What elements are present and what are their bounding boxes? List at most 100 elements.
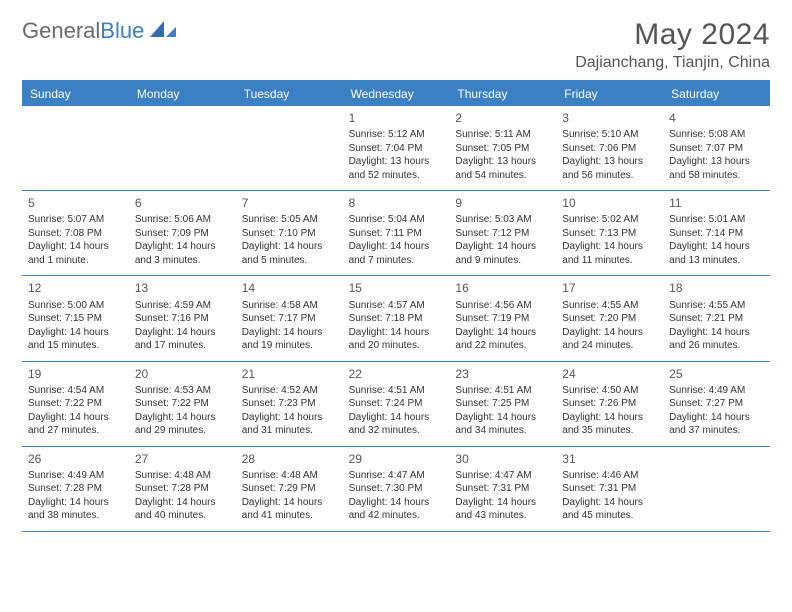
day-cell: 27Sunrise: 4:48 AMSunset: 7:28 PMDayligh… bbox=[129, 447, 236, 531]
day-number: 28 bbox=[242, 451, 337, 467]
daylight-text: Daylight: 13 hours bbox=[349, 155, 444, 169]
day-cell: 19 Sunrise: 4:54 AMSunset: 7:22 PMDayligh… bbox=[22, 362, 129, 446]
sunrise-text: Sunrise: 5:05 AM bbox=[242, 213, 337, 227]
daylight-text: and 38 minutes. bbox=[28, 509, 123, 523]
daylight-text: Daylight: 14 hours bbox=[28, 496, 123, 510]
brand-name-a: General bbox=[22, 18, 100, 43]
day-number: 13 bbox=[135, 280, 230, 296]
daylight-text: Daylight: 14 hours bbox=[349, 326, 444, 340]
daylight-text: Daylight: 14 hours bbox=[242, 326, 337, 340]
sunrise-text: Sunrise: 4:50 AM bbox=[562, 384, 657, 398]
day-number: 23 bbox=[455, 366, 550, 382]
sunset-text: Sunset: 7:09 PM bbox=[135, 227, 230, 241]
day-number: 19 bbox=[28, 366, 123, 382]
daylight-text: and 19 minutes. bbox=[242, 339, 337, 353]
daylight-text: and 7 minutes. bbox=[349, 254, 444, 268]
day-cell: 15Sunrise: 4:57 AMSunset: 7:18 PMDayligh… bbox=[343, 276, 450, 360]
sunrise-text: Sunrise: 4:53 AM bbox=[135, 384, 230, 398]
sunset-text: Sunset: 7:23 PM bbox=[242, 397, 337, 411]
day-cell: 3Sunrise: 5:10 AMSunset: 7:06 PMDaylight… bbox=[556, 106, 663, 190]
daylight-text: and 58 minutes. bbox=[669, 169, 764, 183]
daylight-text: Daylight: 14 hours bbox=[349, 496, 444, 510]
sunrise-text: Sunrise: 5:12 AM bbox=[349, 128, 444, 142]
sunset-text: Sunset: 7:21 PM bbox=[669, 312, 764, 326]
day-cell: 13Sunrise: 4:59 AMSunset: 7:16 PMDayligh… bbox=[129, 276, 236, 360]
weekday-header: Thursday bbox=[449, 82, 556, 106]
day-cell: 20Sunrise: 4:53 AMSunset: 7:22 PMDayligh… bbox=[129, 362, 236, 446]
sunset-text: Sunset: 7:31 PM bbox=[455, 482, 550, 496]
weekday-header: Tuesday bbox=[236, 82, 343, 106]
daylight-text: and 26 minutes. bbox=[669, 339, 764, 353]
daylight-text: Daylight: 14 hours bbox=[349, 411, 444, 425]
day-number: 17 bbox=[562, 280, 657, 296]
sunrise-text: Sunrise: 4:48 AM bbox=[242, 469, 337, 483]
calendar: Sunday Monday Tuesday Wednesday Thursday… bbox=[22, 80, 770, 532]
calendar-week: 5Sunrise: 5:07 AMSunset: 7:08 PMDaylight… bbox=[22, 191, 770, 276]
sunset-text: Sunset: 7:16 PM bbox=[135, 312, 230, 326]
daylight-text: and 37 minutes. bbox=[669, 424, 764, 438]
brand-name-b: Blue bbox=[100, 18, 144, 43]
sunrise-text: Sunrise: 5:00 AM bbox=[28, 299, 123, 313]
sunrise-text: Sunrise: 4:55 AM bbox=[562, 299, 657, 313]
daylight-text: Daylight: 14 hours bbox=[135, 326, 230, 340]
daylight-text: Daylight: 14 hours bbox=[135, 496, 230, 510]
day-cell: 5Sunrise: 5:07 AMSunset: 7:08 PMDaylight… bbox=[22, 191, 129, 275]
day-number: 30 bbox=[455, 451, 550, 467]
calendar-week: 1Sunrise: 5:12 AMSunset: 7:04 PMDaylight… bbox=[22, 106, 770, 191]
sunrise-text: Sunrise: 5:06 AM bbox=[135, 213, 230, 227]
day-cell: 12Sunrise: 5:00 AMSunset: 7:15 PMDayligh… bbox=[22, 276, 129, 360]
day-cell: 10Sunrise: 5:02 AMSunset: 7:13 PMDayligh… bbox=[556, 191, 663, 275]
day-cell: 16Sunrise: 4:56 AMSunset: 7:19 PMDayligh… bbox=[449, 276, 556, 360]
sunrise-text: Sunrise: 5:03 AM bbox=[455, 213, 550, 227]
day-number: 7 bbox=[242, 195, 337, 211]
sunset-text: Sunset: 7:22 PM bbox=[28, 397, 123, 411]
sunset-text: Sunset: 7:08 PM bbox=[28, 227, 123, 241]
day-cell: 2Sunrise: 5:11 AMSunset: 7:05 PMDaylight… bbox=[449, 106, 556, 190]
sunrise-text: Sunrise: 4:54 AM bbox=[28, 384, 123, 398]
sunset-text: Sunset: 7:15 PM bbox=[28, 312, 123, 326]
daylight-text: and 34 minutes. bbox=[455, 424, 550, 438]
daylight-text: Daylight: 13 hours bbox=[669, 155, 764, 169]
sunrise-text: Sunrise: 4:52 AM bbox=[242, 384, 337, 398]
sunrise-text: Sunrise: 4:58 AM bbox=[242, 299, 337, 313]
header: GeneralBlue May 2024 Dajianchang, Tianji… bbox=[22, 18, 770, 72]
sunrise-text: Sunrise: 4:47 AM bbox=[349, 469, 444, 483]
day-cell: 9Sunrise: 5:03 AMSunset: 7:12 PMDaylight… bbox=[449, 191, 556, 275]
day-number: 8 bbox=[349, 195, 444, 211]
sunrise-text: Sunrise: 5:04 AM bbox=[349, 213, 444, 227]
daylight-text: Daylight: 13 hours bbox=[562, 155, 657, 169]
daylight-text: and 29 minutes. bbox=[135, 424, 230, 438]
daylight-text: Daylight: 14 hours bbox=[562, 496, 657, 510]
sunrise-text: Sunrise: 4:57 AM bbox=[349, 299, 444, 313]
day-cell: 7Sunrise: 5:05 AMSunset: 7:10 PMDaylight… bbox=[236, 191, 343, 275]
day-number: 1 bbox=[349, 110, 444, 126]
daylight-text: and 13 minutes. bbox=[669, 254, 764, 268]
page-title: May 2024 bbox=[575, 18, 770, 52]
daylight-text: Daylight: 14 hours bbox=[28, 411, 123, 425]
day-number: 10 bbox=[562, 195, 657, 211]
calendar-week: 26Sunrise: 4:49 AMSunset: 7:28 PMDayligh… bbox=[22, 447, 770, 532]
daylight-text: Daylight: 14 hours bbox=[562, 411, 657, 425]
weekday-header-row: Sunday Monday Tuesday Wednesday Thursday… bbox=[22, 82, 770, 106]
sunset-text: Sunset: 7:04 PM bbox=[349, 142, 444, 156]
sunrise-text: Sunrise: 5:11 AM bbox=[455, 128, 550, 142]
sunset-text: Sunset: 7:25 PM bbox=[455, 397, 550, 411]
sunset-text: Sunset: 7:26 PM bbox=[562, 397, 657, 411]
day-cell bbox=[129, 106, 236, 190]
day-cell bbox=[22, 106, 129, 190]
daylight-text: and 40 minutes. bbox=[135, 509, 230, 523]
day-cell bbox=[663, 447, 770, 531]
sunset-text: Sunset: 7:19 PM bbox=[455, 312, 550, 326]
daylight-text: and 32 minutes. bbox=[349, 424, 444, 438]
day-number: 21 bbox=[242, 366, 337, 382]
sail-icon bbox=[150, 19, 178, 44]
sunset-text: Sunset: 7:07 PM bbox=[669, 142, 764, 156]
daylight-text: Daylight: 14 hours bbox=[242, 240, 337, 254]
daylight-text: and 17 minutes. bbox=[135, 339, 230, 353]
day-cell: 17Sunrise: 4:55 AMSunset: 7:20 PMDayligh… bbox=[556, 276, 663, 360]
day-number: 20 bbox=[135, 366, 230, 382]
day-cell: 6Sunrise: 5:06 AMSunset: 7:09 PMDaylight… bbox=[129, 191, 236, 275]
calendar-week: 19Sunrise: 4:54 AMSunset: 7:22 PMDayligh… bbox=[22, 362, 770, 447]
daylight-text: Daylight: 14 hours bbox=[242, 411, 337, 425]
day-number: 24 bbox=[562, 366, 657, 382]
